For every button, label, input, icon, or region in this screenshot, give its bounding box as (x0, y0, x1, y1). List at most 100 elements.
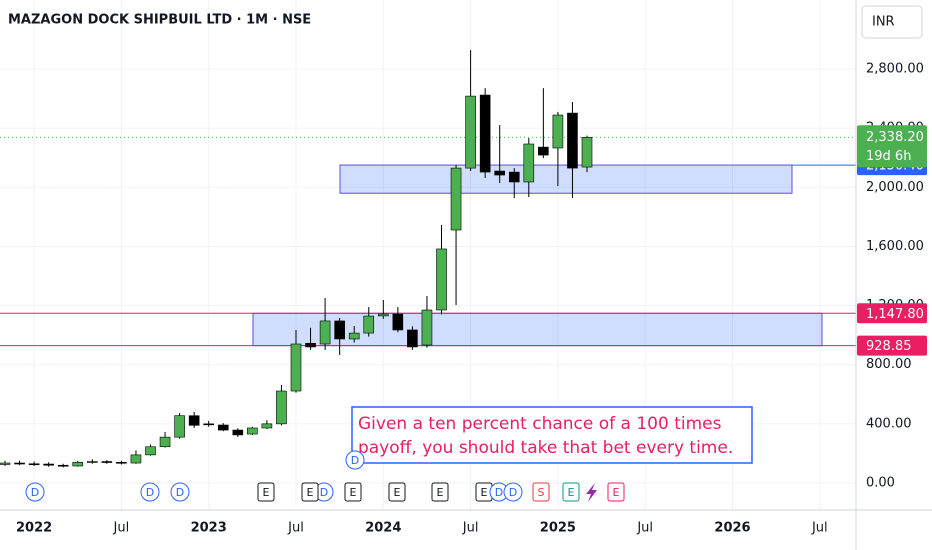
currency[interactable]: INR (872, 15, 895, 30)
candle-body (14, 462, 25, 465)
event-icon (532, 482, 550, 502)
candle-body (508, 171, 520, 183)
candle-body (101, 461, 113, 463)
event-label: D (320, 486, 328, 499)
candle-body (145, 446, 156, 456)
candle-body (436, 248, 447, 311)
event-icon (503, 482, 523, 502)
event-icon (140, 482, 160, 502)
price-tag-label: 928.85 (866, 339, 912, 354)
price-tag (857, 303, 927, 324)
candle-body (72, 461, 84, 467)
candle-body (348, 332, 360, 340)
annotation-text: payoff, you should take that bet every t… (358, 438, 733, 458)
candle-body (217, 424, 229, 431)
candle-body (290, 343, 302, 392)
candle-body (479, 94, 491, 173)
candle-body (377, 313, 389, 317)
event-label: E (350, 486, 357, 499)
event-label: D (351, 454, 359, 467)
candle-body (130, 454, 142, 464)
candle-body (57, 464, 69, 467)
x-tick-label: Jul (462, 521, 479, 536)
event-label: D (495, 486, 503, 499)
x-tick-label: Jul (287, 521, 304, 536)
candle-body (465, 95, 476, 169)
annotation-text: Given a ten percent chance of a 100 time… (358, 414, 722, 434)
event-icon (562, 482, 580, 502)
event-icon (345, 450, 365, 470)
price-tag (857, 125, 927, 168)
candle-body (581, 137, 593, 168)
event-icon (388, 482, 406, 502)
event-label: D (176, 486, 184, 499)
event-icon (431, 482, 449, 502)
chart-title: MAZAGON DOCK SHIPBUIL LTD · 1M · NSE (8, 13, 311, 28)
candle-body (43, 463, 54, 466)
candle-body (334, 320, 345, 340)
event-label: E (481, 486, 488, 499)
candle-body (116, 461, 127, 464)
candle-body (319, 320, 331, 345)
event-label: D (146, 486, 154, 499)
candle-body (232, 429, 244, 436)
annotation-box (351, 406, 753, 464)
event-label: E (263, 486, 270, 499)
event-icon (607, 482, 625, 502)
candle-body (87, 461, 98, 463)
x-tick-label: Jul (811, 521, 828, 536)
x-tick-label: 2025 (540, 521, 576, 536)
event-label: E (613, 486, 620, 499)
x-tick-label: 2024 (365, 521, 401, 536)
candle-body (494, 170, 506, 176)
event-icon (586, 483, 597, 502)
candle-body (450, 167, 462, 231)
y-tick-label: 2,800.00 (866, 62, 924, 77)
event-label: E (394, 486, 401, 499)
price-tag-label: 1,147.80 (866, 307, 924, 322)
event-icon (344, 482, 362, 502)
plot-area (0, 0, 856, 510)
candle-body (407, 329, 418, 348)
candle-body (174, 415, 185, 438)
event-icon (170, 482, 190, 502)
y-tick-label: 0.00 (866, 475, 895, 490)
x-tick-label: Jul (113, 521, 130, 536)
candle-body (523, 143, 535, 183)
countdown: 19d 6h (866, 149, 911, 164)
event-label: E (568, 486, 575, 499)
candle-body (159, 436, 171, 448)
currency-box[interactable] (861, 5, 923, 39)
candle-body (538, 146, 549, 156)
zone (339, 164, 793, 194)
y-tick-label: 800.00 (866, 357, 912, 372)
event-icon (257, 482, 275, 502)
candle-body (28, 463, 40, 466)
candle-body (392, 313, 404, 331)
candle-body (305, 342, 316, 348)
x-tick-label: Jul (636, 521, 653, 536)
event-label: D (509, 486, 517, 499)
event-label: S (538, 486, 545, 499)
y-tick-label: 2,000.00 (866, 180, 924, 195)
candle-body (276, 390, 287, 425)
y-tick-label: 1,600.00 (866, 239, 924, 254)
event-icon (25, 482, 45, 502)
candle-body (0, 462, 11, 465)
x-tick-label: 2026 (714, 521, 750, 536)
candle-body (261, 423, 273, 429)
price-tag-label: 2,338.20 (866, 130, 924, 145)
price-tag (857, 335, 927, 356)
x-tick-label: 2023 (191, 521, 227, 536)
x-tick-label: 2022 (16, 521, 52, 536)
candle-body (421, 309, 433, 346)
candle-body (247, 427, 258, 435)
event-label: E (437, 486, 444, 499)
candle-body (188, 415, 200, 426)
event-icon (301, 482, 319, 502)
event-label: D (31, 486, 39, 499)
candle-body (567, 112, 578, 169)
candle-body (552, 114, 564, 149)
